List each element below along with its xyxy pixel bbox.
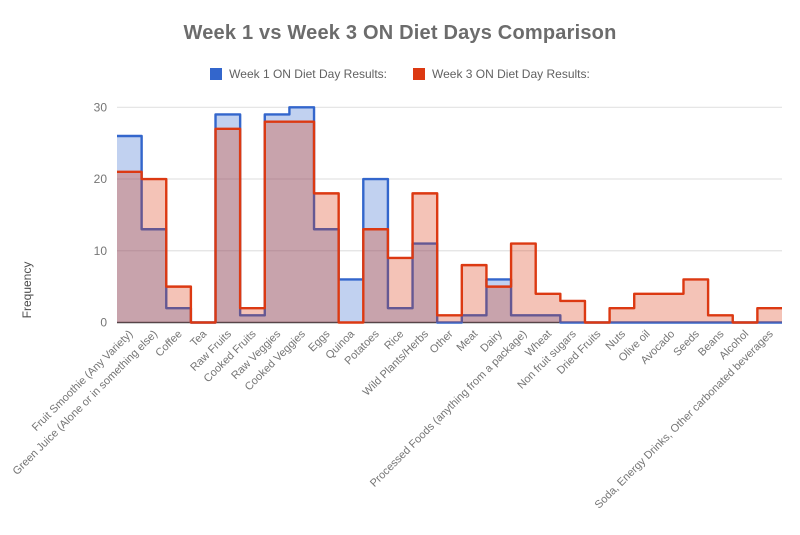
week3-swatch-icon (413, 68, 425, 80)
legend-item-week3[interactable]: Week 3 ON Diet Day Results: (413, 67, 590, 81)
y-tick-label: 30 (94, 100, 108, 114)
x-tick-label: Coffee (153, 328, 184, 359)
series-0-area (117, 107, 782, 323)
x-tick-label: Seeds (671, 328, 702, 359)
legend-label-week3: Week 3 ON Diet Day Results: (432, 67, 590, 81)
legend-label-week1: Week 1 ON Diet Day Results: (229, 67, 387, 81)
y-tick-label: 20 (94, 172, 108, 186)
chart-title: Week 1 vs Week 3 ON Diet Days Comparison (183, 22, 617, 44)
y-axis-title: Frequency (20, 262, 34, 319)
x-tick-label: Processed Foods (anything from a package… (368, 328, 530, 490)
y-tick-label: 10 (94, 244, 108, 258)
week1-swatch-icon (210, 68, 223, 80)
chart-legend: Week 1 ON Diet Day Results: Week 3 ON Di… (0, 67, 800, 81)
legend-item-week1[interactable]: Week 1 ON Diet Day Results: (210, 67, 387, 81)
x-tick-label: Fruit Smoothie (Any Variety) (30, 328, 136, 434)
x-tick-label: Other (428, 328, 456, 356)
y-tick-label: 0 (100, 316, 107, 330)
x-tick-label: Meat (454, 328, 480, 354)
x-tick-label: Green Juice (Alone or in something else) (11, 328, 160, 477)
series-1-line (117, 120, 782, 324)
series-1-area (117, 121, 782, 323)
